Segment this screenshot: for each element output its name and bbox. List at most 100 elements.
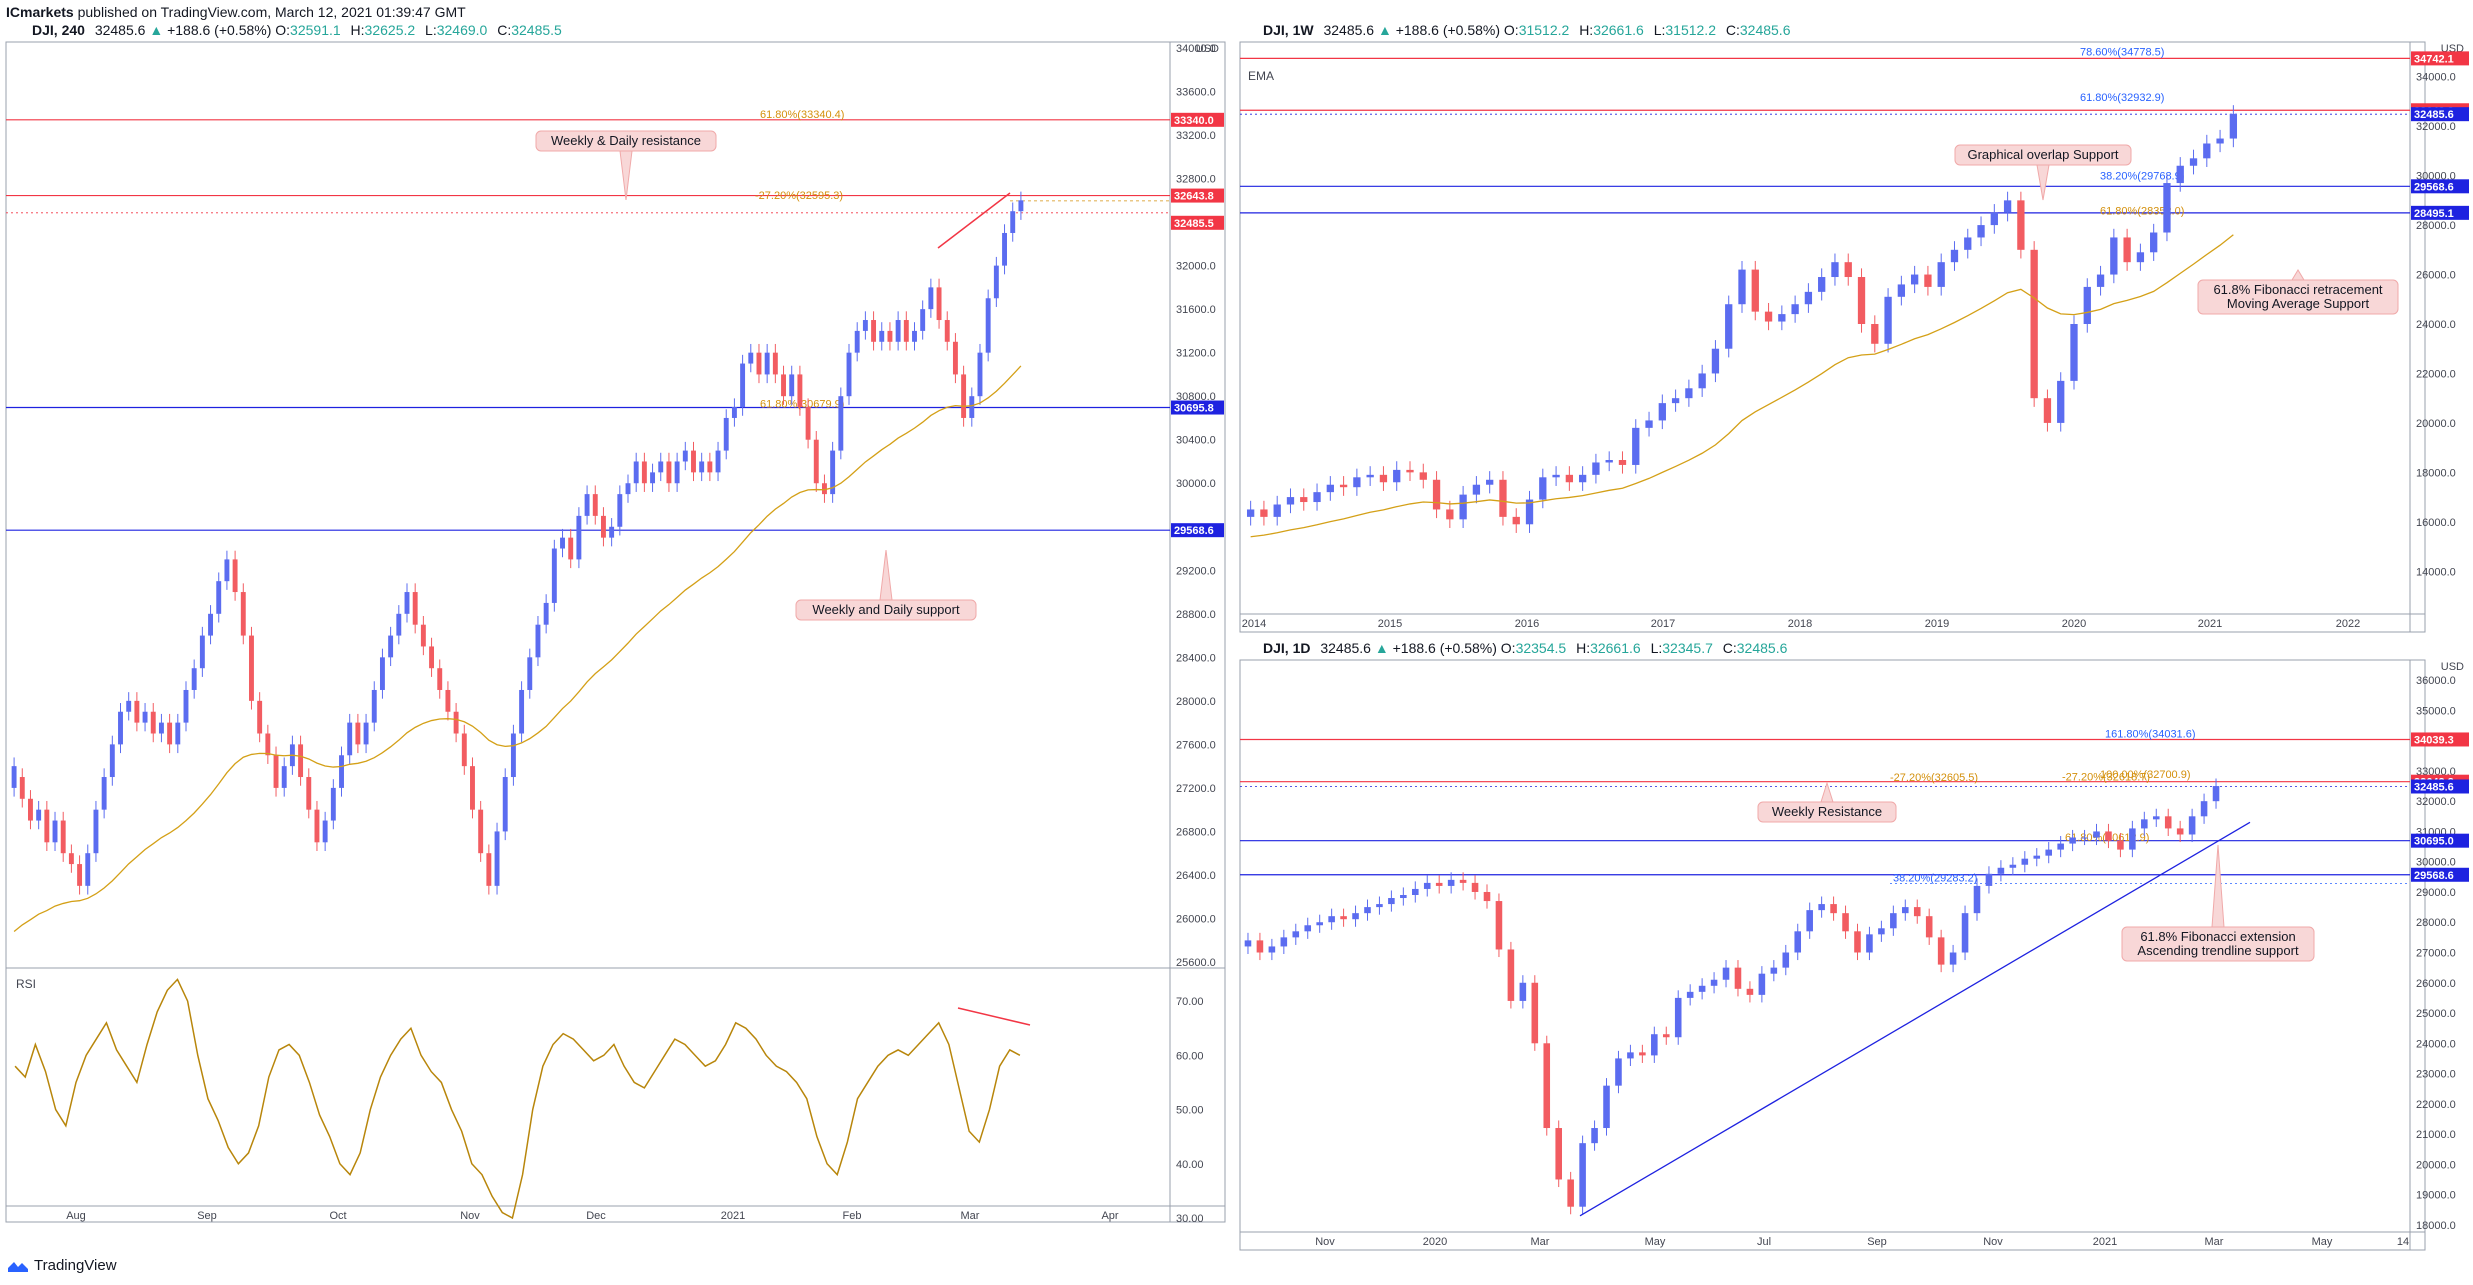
- y-tick-label: 30000.0: [1176, 478, 1216, 490]
- candle-body: [2070, 324, 2078, 381]
- open-value: 32591.1: [290, 22, 341, 38]
- y-tick-label: 18000.0: [2416, 467, 2456, 479]
- y-tick-label: 23000.0: [2416, 1069, 2456, 1081]
- symbol-label: DJI, 240: [32, 22, 85, 38]
- candle-body: [1844, 262, 1852, 278]
- candle-body: [1830, 904, 1837, 914]
- open-value: 32354.5: [1515, 640, 1567, 656]
- candle-body: [1328, 916, 1335, 923]
- candle-body: [2176, 165, 2184, 184]
- candle-body: [699, 461, 705, 473]
- candle-body: [1764, 311, 1773, 322]
- candle-body: [494, 831, 500, 886]
- candle-body: [85, 853, 91, 886]
- candle-body: [1990, 212, 1998, 226]
- candle-body: [2129, 828, 2136, 850]
- candle-body: [1734, 967, 1742, 989]
- candle-body: [183, 689, 189, 723]
- open-label: O:: [275, 22, 291, 38]
- last-price-tag: [1171, 215, 1224, 230]
- price-tag-box: [1171, 523, 1224, 538]
- candle-body: [1552, 474, 1560, 478]
- annotation-box: [2121, 926, 2315, 962]
- price-tag-box: [2411, 179, 2469, 194]
- high-label: H:: [1576, 640, 1591, 656]
- candle-body: [1794, 931, 1802, 953]
- ascending-trendline: [1579, 821, 2251, 1217]
- y-tick-label: 30800.0: [1176, 391, 1216, 403]
- candle-body: [2003, 200, 2012, 213]
- candle-body: [1964, 237, 1972, 250]
- y-tick-label: 20000.0: [2416, 418, 2456, 430]
- candle-body: [1579, 1143, 1586, 1207]
- candle-body: [2030, 249, 2038, 399]
- x-tick-label: 2022: [2336, 618, 2360, 630]
- candle-body: [420, 624, 426, 647]
- price-tag-box: [1171, 112, 1224, 127]
- candle-body: [281, 766, 287, 788]
- candle-body: [952, 341, 958, 375]
- last-price-label: 32485.6: [2414, 781, 2454, 793]
- y-tick-label: 26000.0: [2416, 978, 2456, 990]
- candle-body: [715, 450, 721, 473]
- candle-body: [1973, 885, 1981, 914]
- candle-body: [1591, 1128, 1598, 1144]
- annotation-text: Weekly & Daily resistance: [551, 133, 701, 148]
- candle-body: [1890, 913, 1897, 929]
- open-label: O:: [1500, 640, 1516, 656]
- publish-date: published on TradingView.com, March 12, …: [77, 4, 466, 20]
- candle-body: [52, 820, 58, 843]
- y-tick-label: 28000.0: [2416, 220, 2456, 232]
- y-tick-label: 31600.0: [1176, 304, 1216, 316]
- y-tick-label: 20000.0: [2416, 1159, 2456, 1171]
- annotation-box: [795, 599, 977, 621]
- price-tag-label: 29568.6: [2414, 181, 2454, 193]
- candle-body: [1432, 479, 1441, 510]
- price-tag-label: 29568.6: [2414, 870, 2454, 882]
- candle-body: [1388, 898, 1395, 905]
- candle-body: [1340, 916, 1347, 920]
- price-tag-box: [2411, 732, 2469, 747]
- candle-body: [813, 439, 819, 484]
- candle-body: [322, 820, 328, 843]
- x-tick-label: Sep: [197, 1210, 217, 1222]
- y-tick-label: 35000.0: [2416, 705, 2456, 717]
- y-tick-label: 27000.0: [2416, 948, 2456, 960]
- candle-body: [2164, 816, 2172, 829]
- author-name[interactable]: ICmarkets: [6, 4, 74, 20]
- candle-body: [306, 777, 312, 810]
- candle-body: [339, 755, 344, 788]
- candle-body: [1950, 249, 1959, 263]
- candle-body: [1645, 420, 1653, 428]
- candle-body: [134, 700, 140, 723]
- candle-body: [797, 374, 803, 408]
- candle-body: [1977, 225, 1985, 238]
- brand-label[interactable]: TradingView: [34, 1257, 117, 1274]
- candle-body: [2216, 138, 2224, 144]
- x-tick-label: May: [2312, 1236, 2333, 1248]
- annotation-text: Moving Average Support: [2227, 296, 2370, 311]
- candle-body: [199, 635, 205, 669]
- price-tag-box: [1171, 188, 1224, 203]
- candle-body: [936, 287, 942, 321]
- y-tick-label: 24000.0: [2416, 1038, 2456, 1050]
- candle-body: [1685, 388, 1693, 399]
- rsi-tick-label: 60.00: [1176, 1050, 1204, 1062]
- candle-body: [1364, 907, 1371, 914]
- candle-body: [2212, 786, 2220, 802]
- last-price-tag: [2411, 107, 2469, 122]
- fib-label: 38.20%(29768.9): [2100, 170, 2184, 182]
- candle-body: [1842, 913, 1849, 932]
- candle-body: [347, 722, 353, 756]
- x-tick-label: 2019: [1925, 618, 1949, 630]
- candle-body: [969, 396, 975, 418]
- y-tick-label: 34000.0: [1176, 43, 1216, 55]
- candle-body: [1698, 985, 1706, 992]
- candle-body: [44, 809, 50, 843]
- candle-body: [1472, 484, 1481, 495]
- candle-body: [2189, 158, 2198, 166]
- high-label: H:: [350, 22, 365, 38]
- candle-body: [912, 330, 917, 342]
- candle-body: [1018, 200, 1024, 212]
